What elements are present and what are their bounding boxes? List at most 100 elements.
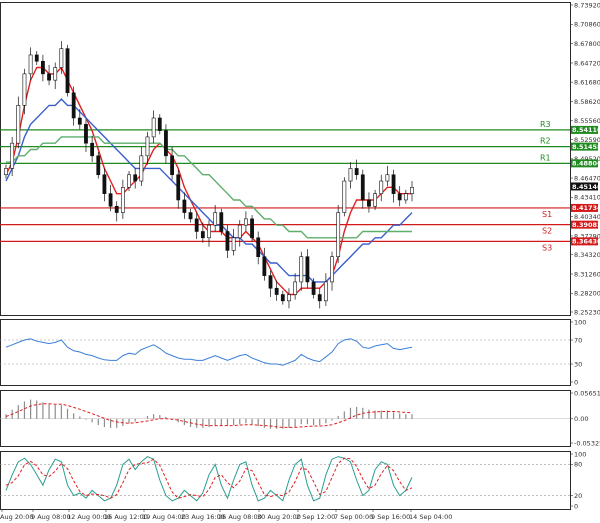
price-tick-label: 8.58620 (574, 98, 600, 106)
candle-body (342, 180, 347, 213)
candle (133, 168, 138, 189)
candle (287, 288, 291, 309)
candle (280, 290, 285, 305)
time-tick-label: 26 Aug 08:00 (218, 513, 262, 521)
candle-body (373, 193, 377, 207)
candle (59, 41, 64, 74)
support-tag-bg (571, 237, 598, 246)
candle-body (219, 212, 224, 232)
resistance-label-r1: R1 (540, 153, 551, 162)
candle-body (170, 155, 174, 176)
candle (77, 109, 82, 130)
candle (120, 179, 125, 219)
price-tick-label: 8.55560 (574, 117, 600, 125)
candle (397, 186, 402, 207)
candle-body (114, 205, 119, 213)
rsi-frame (0, 319, 571, 386)
candle-body (71, 92, 76, 119)
candle-body (34, 54, 39, 62)
candle-body (237, 224, 242, 239)
candle-body (47, 73, 51, 81)
candle (96, 152, 101, 179)
price-tick-label: 8.49520 (574, 155, 600, 163)
candle-body (77, 117, 82, 125)
support-tag-bg (571, 220, 598, 229)
price-tick-label: 8.46470 (574, 174, 600, 182)
candle-body (145, 136, 150, 157)
candle (102, 168, 107, 202)
candle-body (16, 105, 21, 144)
candle (348, 162, 353, 189)
candle (219, 208, 224, 236)
price-tick-label: 8.37290 (574, 232, 600, 240)
support-label-s3: S3 (542, 243, 552, 252)
candle-body (354, 168, 359, 176)
candle-body (379, 180, 384, 194)
support-label-s1: S1 (542, 210, 552, 219)
candle (342, 177, 347, 217)
candle-body (305, 256, 310, 283)
candle (237, 220, 242, 247)
stoch-tick-label: 0 (574, 502, 578, 510)
current-price-tag: 8.45140 (572, 183, 600, 191)
resistance-label-r2: R2 (540, 137, 551, 146)
support-label-s2: S2 (542, 227, 552, 236)
candle (10, 136, 15, 176)
resistance-tag-bg (571, 142, 598, 151)
candle-body (90, 142, 95, 157)
candle (151, 110, 156, 144)
candle-body (391, 174, 396, 194)
candle (379, 174, 384, 202)
candle-body (330, 256, 334, 283)
time-tick-label: 30 Aug 20:00 (257, 513, 301, 521)
stochastic-panel: 100 80 20 0 (0, 450, 586, 510)
resistance-tag-r2: 8.51458 (572, 143, 600, 151)
candle (41, 54, 45, 82)
candle-body (213, 212, 218, 226)
time-tick-label: 16 Aug 12:00 (104, 513, 148, 521)
candle-body (403, 193, 408, 201)
candle (256, 231, 261, 265)
candle-body (207, 224, 211, 239)
candle-body (194, 218, 199, 232)
candle (293, 273, 298, 300)
stoch-tick-label: 20 (574, 492, 582, 500)
rsi-line (5, 338, 413, 366)
candle (262, 247, 267, 281)
candle (139, 146, 144, 187)
candle (268, 270, 273, 298)
candle-body (293, 281, 298, 295)
candle (373, 189, 377, 211)
candle-body (410, 187, 414, 194)
resistance-tag-bg (571, 159, 598, 168)
candle-body (41, 60, 45, 75)
candle (225, 225, 230, 258)
time-tick-label: 14 Sep 04:00 (409, 513, 452, 521)
candle-body (360, 174, 365, 201)
candle (323, 273, 328, 306)
macd-tick-label: 0.056512 (574, 389, 600, 397)
candle (90, 135, 95, 163)
candle (170, 146, 174, 180)
candle-body (176, 174, 181, 201)
candle (188, 208, 193, 223)
candle (157, 114, 162, 135)
candle (127, 170, 131, 192)
current-price-tag-bg (571, 182, 598, 191)
price-tick-label: 8.61680 (574, 78, 600, 86)
candle (182, 192, 187, 219)
stoch-frame (0, 451, 571, 510)
price-tick-label: 8.43410 (574, 194, 600, 202)
candle (164, 124, 168, 164)
candle (145, 131, 150, 165)
candle (391, 169, 396, 203)
candle (176, 169, 181, 209)
candle-body (139, 155, 144, 182)
candle (305, 249, 310, 289)
candle-body (164, 130, 168, 157)
candle (231, 228, 236, 256)
candle (84, 119, 88, 153)
candle-body (53, 67, 58, 81)
stoch-tick-label: 100 (574, 450, 586, 458)
candle (34, 51, 39, 66)
